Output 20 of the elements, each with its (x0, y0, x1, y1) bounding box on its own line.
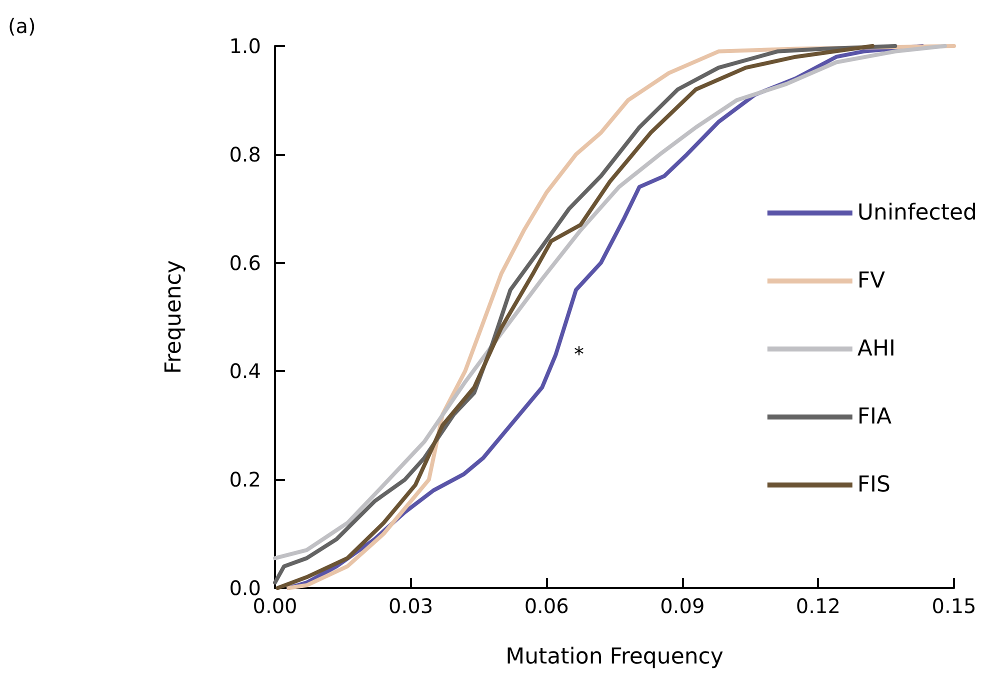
y-axis-title: Frequency (162, 260, 186, 374)
y-tick-label: 0.4 (229, 359, 261, 384)
annotation: * (574, 342, 584, 366)
y-tick-label: 0.8 (229, 142, 261, 166)
x-tick-label: 0.12 (796, 594, 840, 618)
text: (a) (8, 14, 36, 38)
legend-label: FV (857, 268, 886, 294)
y-tick-label: 0.2 (229, 468, 261, 492)
x-tick-label: 0.03 (388, 594, 434, 618)
y-tick-label: 1.0 (229, 34, 261, 58)
legend-label: AHI (857, 336, 896, 362)
x-tick-label: 0.15 (932, 594, 976, 618)
x-tick-label: 0.06 (524, 594, 569, 618)
legend-label: FIS (857, 472, 891, 498)
x-axis-title: Mutation Frequency (506, 644, 724, 670)
legend-label: FIA (857, 404, 892, 430)
x-tick-label: 0.00 (252, 594, 298, 618)
x-tick-label: 0.09 (660, 594, 705, 618)
legend-label: Uninfected (857, 200, 978, 226)
y-tick-label: 0.6 (229, 250, 261, 275)
